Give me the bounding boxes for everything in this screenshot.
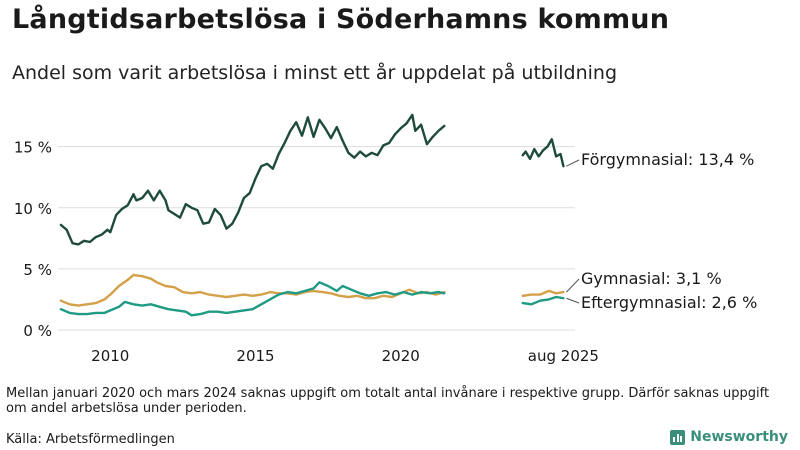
y-tick-label: 15 % [14,139,52,157]
series-label-eftergymnasial: Eftergymnasial: 2,6 % [581,293,757,312]
chart-subtitle: Andel som varit arbetslösa i minst ett å… [12,62,618,84]
series-label-förgymnasial: Förgymnasial: 13,4 % [581,150,754,169]
series-line-gymnasial-2 [521,289,565,297]
y-tick-label: 10 % [14,200,52,218]
series-line-eftergymnasial-2 [521,295,565,306]
newsworthy-logo[interactable]: Newsworthy [670,429,788,445]
bar-chart-icon [670,429,686,445]
series-line-eftergymnasial-1 [59,281,446,317]
x-tick-label: 2020 [382,347,420,365]
y-axis-tick-labels: 0 % 5 % 10 % 15 % [14,139,52,340]
x-tick-label: aug 2025 [528,347,599,365]
series-line-förgymnasial-1 [59,113,446,246]
x-axis-tick-labels: 2010 2015 2020 aug 2025 [91,347,599,365]
label-leader-gymnasial [566,278,580,293]
series-lines [59,113,565,317]
series-end-labels: Förgymnasial: 13,4 % Gymnasial: 3,1 % Efte… [566,150,757,312]
series-line-förgymnasial-2 [521,138,565,168]
chart-title: Långtidsarbetslösa i Söderhamns kommun [12,4,670,35]
series-label-gymnasial: Gymnasial: 3,1 % [581,269,722,288]
gridlines [58,146,575,331]
line-chart: 0 % 5 % 10 % 15 % 2010 2015 2020 aug 2025 Förg… [14,113,757,365]
label-leader-förgymnasial [566,159,580,167]
series-line-gymnasial-1 [59,273,446,307]
x-tick-label: 2010 [91,347,129,365]
logo-text: Newsworthy [690,429,788,445]
label-leader-eftergymnasial [566,297,580,304]
y-tick-label: 5 % [23,261,52,279]
y-tick-label: 0 % [23,322,52,340]
footnote: Mellan januari 2020 och mars 2024 saknas… [6,386,770,416]
source-note: Källa: Arbetsförmedlingen [6,432,175,447]
x-tick-label: 2015 [236,347,274,365]
